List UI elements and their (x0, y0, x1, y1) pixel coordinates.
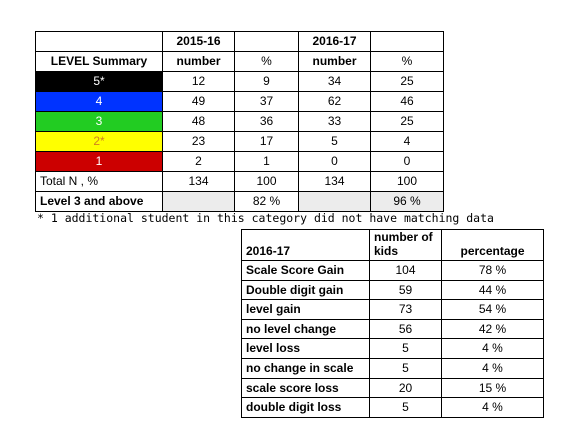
table-row: no level change 56 42 % (241, 318, 544, 340)
level-n-2015: 49 (162, 91, 235, 112)
level-pct-2016: 25 (370, 71, 444, 92)
row-label: scale score loss (241, 377, 370, 399)
level-pct-2015: 17 (234, 131, 299, 152)
total-label: Total N , % (35, 171, 163, 192)
row-percentage: 44 % (441, 279, 544, 301)
row-count: 20 (369, 377, 442, 399)
gain-header-row: 2016-17 number of kids percentage (241, 229, 544, 261)
level-n-2015: 12 (162, 71, 235, 92)
table-row: scale score loss 20 15 % (241, 377, 544, 399)
row-label: no change in scale (241, 357, 370, 379)
row-percentage: 4 % (441, 357, 544, 379)
level-pct-2016: 25 (370, 111, 444, 132)
table-row: Scale Score Gain 104 78 % (241, 260, 544, 281)
number-of-kids-header: number of kids (369, 229, 442, 261)
row-count: 59 (369, 279, 442, 301)
year-header-row: 2015-16 2016-17 (35, 31, 444, 52)
row-percentage: 78 % (441, 260, 544, 281)
level-n-2016: 0 (298, 151, 371, 172)
row-percentage: 4 % (441, 397, 544, 418)
row-label: no level change (241, 318, 370, 340)
level-pct-2016: 4 (370, 131, 444, 152)
number-header: number (298, 51, 371, 72)
row-percentage: 54 % (441, 299, 544, 320)
empty-header-cell (370, 31, 444, 52)
level-pct-2015: 9 (234, 71, 299, 92)
percentage-header: percentage (441, 229, 544, 261)
level-row: 2* 23 17 5 4 (35, 131, 444, 152)
level-pct-2015: 1 (234, 151, 299, 172)
table-row: double digit loss 5 4 % (241, 397, 544, 418)
row-count: 5 (369, 357, 442, 379)
row-label: Scale Score Gain (241, 260, 370, 281)
total-pct-2015: 100 (234, 171, 299, 192)
total-n-2016: 134 (298, 171, 371, 192)
percent-header: % (370, 51, 444, 72)
row-label: Double digit gain (241, 279, 370, 301)
total-pct-2016: 100 (370, 171, 444, 192)
footnote: * 1 additional student in this category … (37, 211, 494, 225)
row-count: 73 (369, 299, 442, 320)
level-row: 3 48 36 33 25 (35, 111, 444, 132)
level-label: 2* (35, 131, 163, 152)
level-n-2016: 33 (298, 111, 371, 132)
level-pct-2016: 46 (370, 91, 444, 112)
empty-cell (162, 191, 235, 212)
percent-header: % (234, 51, 299, 72)
level3-above-label: Level 3 and above (35, 191, 163, 212)
row-label: double digit loss (241, 397, 370, 418)
level-label: 3 (35, 111, 163, 132)
score-change-table: 2016-17 number of kids percentage Scale … (241, 229, 544, 418)
level-n-2015: 48 (162, 111, 235, 132)
number-header: number (162, 51, 235, 72)
level-row: 4 49 37 62 46 (35, 91, 444, 112)
level-n-2016: 5 (298, 131, 371, 152)
level-row: 5* 12 9 34 25 (35, 71, 444, 92)
row-label: level gain (241, 299, 370, 320)
row-count: 56 (369, 318, 442, 340)
row-count: 5 (369, 397, 442, 418)
sub-header-row: LEVEL Summary number % number % (35, 51, 444, 72)
level-n-2015: 23 (162, 131, 235, 152)
level-label: 5* (35, 71, 163, 92)
year-2015-16-header: 2015-16 (162, 31, 235, 52)
empty-header-cell (35, 31, 163, 52)
empty-header-cell (234, 31, 299, 52)
total-n-2015: 134 (162, 171, 235, 192)
level-n-2015: 2 (162, 151, 235, 172)
gain-year-header: 2016-17 (241, 229, 370, 261)
year-2016-17-header: 2016-17 (298, 31, 371, 52)
row-label: level loss (241, 338, 370, 359)
row-count: 104 (369, 260, 442, 281)
row-percentage: 15 % (441, 377, 544, 399)
row-percentage: 42 % (441, 318, 544, 340)
level3-pct-2015: 82 % (234, 191, 299, 212)
empty-cell (298, 191, 371, 212)
table-row: Double digit gain 59 44 % (241, 279, 544, 301)
level3-pct-2016: 96 % (370, 191, 444, 212)
table-row: no change in scale 5 4 % (241, 357, 544, 379)
level-pct-2015: 37 (234, 91, 299, 112)
level-pct-2015: 36 (234, 111, 299, 132)
row-percentage: 4 % (441, 338, 544, 359)
level-n-2016: 34 (298, 71, 371, 92)
level-summary-table: 2015-16 2016-17 LEVEL Summary number % n… (35, 31, 444, 212)
level-summary-label: LEVEL Summary (35, 51, 163, 72)
level-label: 1 (35, 151, 163, 172)
level3-above-row: Level 3 and above 82 % 96 % (35, 191, 444, 212)
level-label: 4 (35, 91, 163, 112)
total-row: Total N , % 134 100 134 100 (35, 171, 444, 192)
table-row: level loss 5 4 % (241, 338, 544, 359)
table-row: level gain 73 54 % (241, 299, 544, 320)
level-pct-2016: 0 (370, 151, 444, 172)
level-n-2016: 62 (298, 91, 371, 112)
row-count: 5 (369, 338, 442, 359)
